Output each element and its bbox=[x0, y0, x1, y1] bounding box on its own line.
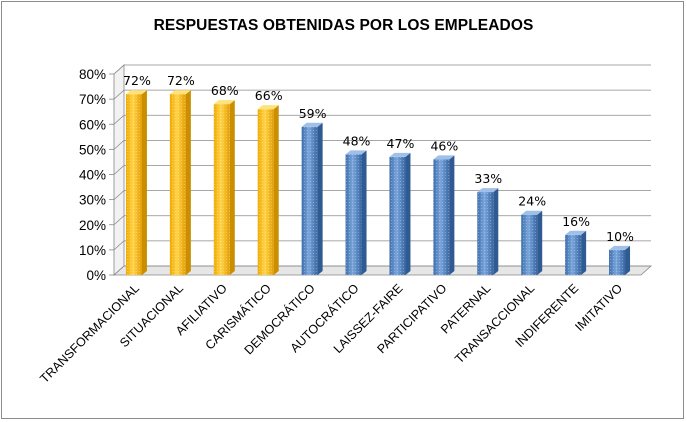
bar-top bbox=[125, 90, 147, 95]
bar-side bbox=[229, 100, 235, 276]
bar bbox=[565, 230, 587, 275]
bar-side bbox=[317, 122, 323, 275]
y-tick-label: 0% bbox=[86, 268, 106, 283]
bar-side bbox=[405, 152, 411, 275]
bar-texture bbox=[125, 94, 142, 275]
data-label: 33% bbox=[474, 171, 502, 186]
bar-texture bbox=[565, 234, 582, 275]
gridline bbox=[113, 215, 651, 226]
gridline bbox=[113, 64, 651, 75]
data-label: 10% bbox=[606, 229, 634, 244]
bars-layer bbox=[125, 90, 631, 276]
bar-side bbox=[537, 210, 543, 275]
gridline bbox=[113, 89, 651, 100]
bar bbox=[301, 122, 323, 275]
bar bbox=[389, 152, 411, 275]
bar bbox=[477, 188, 499, 275]
bar-top bbox=[301, 122, 323, 127]
y-tick-label: 20% bbox=[79, 218, 106, 233]
bar-texture bbox=[345, 154, 362, 275]
data-label: 48% bbox=[343, 133, 371, 148]
bar bbox=[433, 155, 455, 275]
bar-top bbox=[609, 245, 631, 250]
bar-texture bbox=[521, 214, 538, 275]
bar-side bbox=[273, 105, 279, 275]
y-tick-label: 70% bbox=[79, 92, 106, 107]
bar-side bbox=[625, 245, 631, 275]
bar-top bbox=[257, 105, 279, 110]
bar bbox=[125, 90, 147, 275]
bar-side bbox=[141, 90, 147, 275]
category-label: TRANSACCIONAL bbox=[452, 281, 537, 366]
y-tick-label: 40% bbox=[79, 168, 106, 183]
bar bbox=[169, 90, 191, 275]
data-label: 72% bbox=[123, 73, 151, 88]
grid-layer bbox=[109, 64, 653, 276]
gridline bbox=[113, 139, 651, 150]
bar-top bbox=[521, 210, 543, 215]
y-tick-label: 30% bbox=[79, 193, 106, 208]
bar-top bbox=[565, 230, 587, 235]
bar-top bbox=[169, 90, 191, 95]
gridline bbox=[113, 165, 651, 175]
bar bbox=[213, 100, 235, 276]
bar-texture bbox=[477, 192, 494, 275]
data-label: 47% bbox=[387, 136, 415, 151]
bar-side bbox=[361, 150, 367, 275]
y-tick-label: 50% bbox=[79, 142, 106, 157]
bar bbox=[345, 150, 367, 275]
data-label: 46% bbox=[430, 138, 458, 153]
bar-top bbox=[433, 155, 455, 160]
bar-side bbox=[185, 90, 191, 275]
bar-texture bbox=[609, 249, 626, 275]
data-label: 16% bbox=[562, 214, 590, 229]
gridline bbox=[113, 114, 651, 125]
bar-side bbox=[581, 230, 587, 275]
bar-texture bbox=[433, 159, 450, 275]
chart-title: RESPUESTAS OBTENIDAS POR LOS EMPLEADOS bbox=[153, 17, 534, 34]
y-tick-label: 80% bbox=[79, 67, 106, 82]
gridline bbox=[113, 240, 651, 251]
bar-top bbox=[213, 100, 235, 105]
bar-top bbox=[477, 188, 499, 193]
bar-top bbox=[389, 152, 411, 157]
gridline bbox=[113, 190, 651, 200]
bar-texture bbox=[389, 156, 406, 275]
category-label: IMITATIVO bbox=[572, 281, 625, 334]
data-label: 72% bbox=[167, 73, 195, 88]
bar-side bbox=[449, 155, 455, 275]
gridline bbox=[113, 265, 651, 276]
data-label: 59% bbox=[299, 106, 327, 121]
data-label: 66% bbox=[255, 88, 283, 103]
bar-top bbox=[345, 150, 367, 155]
bar-texture bbox=[169, 94, 186, 275]
bar-side bbox=[493, 188, 499, 275]
bar bbox=[609, 245, 631, 275]
bar-texture bbox=[257, 109, 274, 275]
bar bbox=[521, 210, 543, 275]
y-tick-label: 10% bbox=[79, 243, 106, 258]
bar bbox=[257, 105, 279, 275]
data-label: 68% bbox=[211, 83, 239, 98]
bar-texture bbox=[213, 104, 230, 276]
y-tick-label: 60% bbox=[79, 117, 106, 132]
data-label: 24% bbox=[518, 194, 546, 209]
bar-texture bbox=[301, 126, 318, 275]
